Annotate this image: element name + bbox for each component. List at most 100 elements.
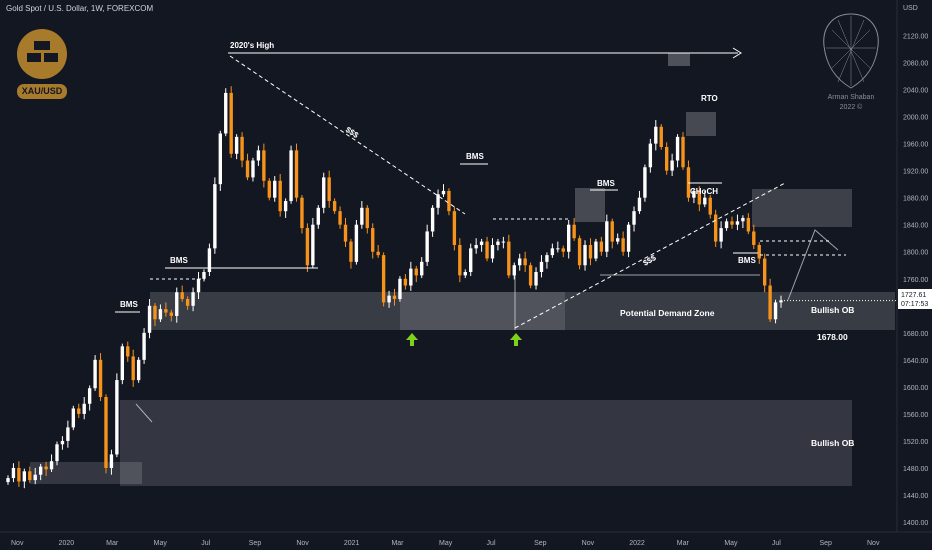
bear-candle bbox=[588, 244, 593, 259]
time-tick-label: Nov bbox=[11, 540, 24, 547]
bull-candle bbox=[207, 248, 212, 272]
bear-candle bbox=[240, 136, 244, 161]
bull-candle bbox=[779, 300, 783, 303]
bull-candle bbox=[115, 380, 119, 455]
bear-candle bbox=[126, 346, 130, 357]
pointer-line bbox=[135, 403, 153, 423]
bear-candle bbox=[414, 268, 418, 276]
price-tick-label: 2000.00 bbox=[903, 115, 928, 122]
bear-candle bbox=[610, 221, 614, 242]
bull-candle bbox=[6, 478, 10, 483]
time-axis[interactable]: Nov 2020 Mar May Jul Sep Nov 2021 Mar May Jul Sep No… bbox=[11, 540, 880, 547]
bull-candle bbox=[724, 221, 729, 229]
bull-candle bbox=[735, 221, 740, 225]
label-choch: CHoCH bbox=[690, 187, 718, 196]
bear-candle bbox=[768, 285, 772, 320]
bear-candle bbox=[365, 207, 369, 229]
bull-candle bbox=[11, 467, 16, 479]
bull-candle bbox=[196, 278, 201, 293]
bull-candle bbox=[496, 241, 500, 245]
bull-candle bbox=[436, 194, 440, 208]
symbol-title: Gold Spot / U.S. Dollar, 1W, FOREXCOM bbox=[6, 4, 154, 13]
supply-zone bbox=[752, 189, 852, 227]
brain-icon bbox=[823, 13, 879, 89]
countdown-value: 07:17:53 bbox=[901, 301, 928, 308]
bull-candle bbox=[512, 265, 516, 276]
bear-candle bbox=[104, 397, 108, 468]
bear-candle bbox=[681, 136, 685, 168]
bull-candle bbox=[425, 231, 429, 262]
bear-candle bbox=[185, 299, 190, 306]
bull-candle bbox=[773, 302, 778, 320]
bull-candle bbox=[87, 388, 92, 404]
gold-bar-shape bbox=[34, 41, 50, 50]
time-tick-label: Jul bbox=[487, 540, 496, 547]
time-tick-label: 2020 bbox=[59, 540, 75, 547]
bull-candle bbox=[703, 197, 707, 205]
badge-label: XAU/USD bbox=[21, 86, 63, 96]
projection-path bbox=[787, 229, 839, 301]
bull-candle bbox=[354, 224, 359, 262]
price-tick-label: 1480.00 bbox=[903, 466, 928, 473]
bear-candle bbox=[180, 292, 184, 300]
bull-candle bbox=[218, 133, 222, 185]
time-tick-label: May bbox=[439, 540, 453, 547]
bear-candle bbox=[169, 312, 173, 316]
bull-candle bbox=[360, 207, 364, 225]
current-price-value: 1727.61 bbox=[901, 292, 926, 299]
bear-candle bbox=[164, 309, 168, 313]
bull-candle bbox=[71, 408, 76, 428]
bull-candle bbox=[692, 190, 696, 198]
bull-candle bbox=[82, 403, 86, 414]
xauusd-badge: XAU/USD bbox=[16, 27, 68, 101]
bear-candle bbox=[523, 258, 527, 266]
price-tick-label: 1760.00 bbox=[903, 277, 928, 284]
bear-candle bbox=[17, 467, 21, 482]
bull-candle bbox=[605, 221, 609, 252]
bear-candle bbox=[245, 160, 250, 178]
bear-candle bbox=[77, 408, 81, 414]
label-demand-zone: Potential Demand Zone bbox=[620, 308, 715, 318]
bull-candle bbox=[311, 224, 315, 266]
bear-candle bbox=[708, 197, 712, 215]
bear-candle bbox=[746, 217, 751, 232]
price-tick-label: 1560.00 bbox=[903, 412, 928, 419]
bull-candle bbox=[719, 228, 723, 242]
bull-candle bbox=[33, 474, 37, 481]
bull-candle bbox=[463, 272, 467, 276]
bear-candle bbox=[507, 241, 511, 276]
price-tick-label: 2080.00 bbox=[903, 61, 928, 68]
label-bms-4: BMS bbox=[738, 256, 756, 265]
label-bms-3: BMS bbox=[597, 179, 615, 188]
trendline-descending bbox=[229, 55, 466, 215]
bull-candle bbox=[420, 261, 424, 276]
author-name: Arman Shaban bbox=[827, 94, 875, 101]
price-tick-label: 2120.00 bbox=[903, 34, 928, 41]
price-tick-label: 1640.00 bbox=[903, 358, 928, 365]
price-tick-label: 1800.00 bbox=[903, 250, 928, 257]
label-bms-0: BMS bbox=[120, 300, 138, 309]
time-tick-label: 2022 bbox=[629, 540, 645, 547]
time-tick-label: Jul bbox=[201, 540, 210, 547]
bull-candle bbox=[136, 359, 141, 381]
price-tick-label: 2040.00 bbox=[903, 88, 928, 95]
bear-candle bbox=[267, 180, 271, 198]
bullish-ob-lower bbox=[120, 400, 852, 486]
bull-candle bbox=[398, 278, 402, 300]
structure-lines bbox=[115, 47, 846, 423]
bear-candle bbox=[98, 359, 103, 397]
bear-candle bbox=[371, 228, 375, 252]
bear-candle bbox=[757, 244, 761, 259]
bull-candle bbox=[741, 217, 745, 222]
bull-candle bbox=[120, 346, 125, 381]
bull-candle bbox=[534, 272, 538, 286]
bear-candle bbox=[577, 238, 582, 266]
high-line-arrowhead bbox=[732, 47, 742, 59]
label-rto: RTO bbox=[701, 94, 718, 103]
candles-group bbox=[6, 86, 897, 489]
time-tick-label: Mar bbox=[677, 540, 690, 547]
bull-candle bbox=[648, 143, 653, 168]
bull-candle bbox=[191, 292, 195, 306]
bear-candle bbox=[458, 244, 462, 276]
